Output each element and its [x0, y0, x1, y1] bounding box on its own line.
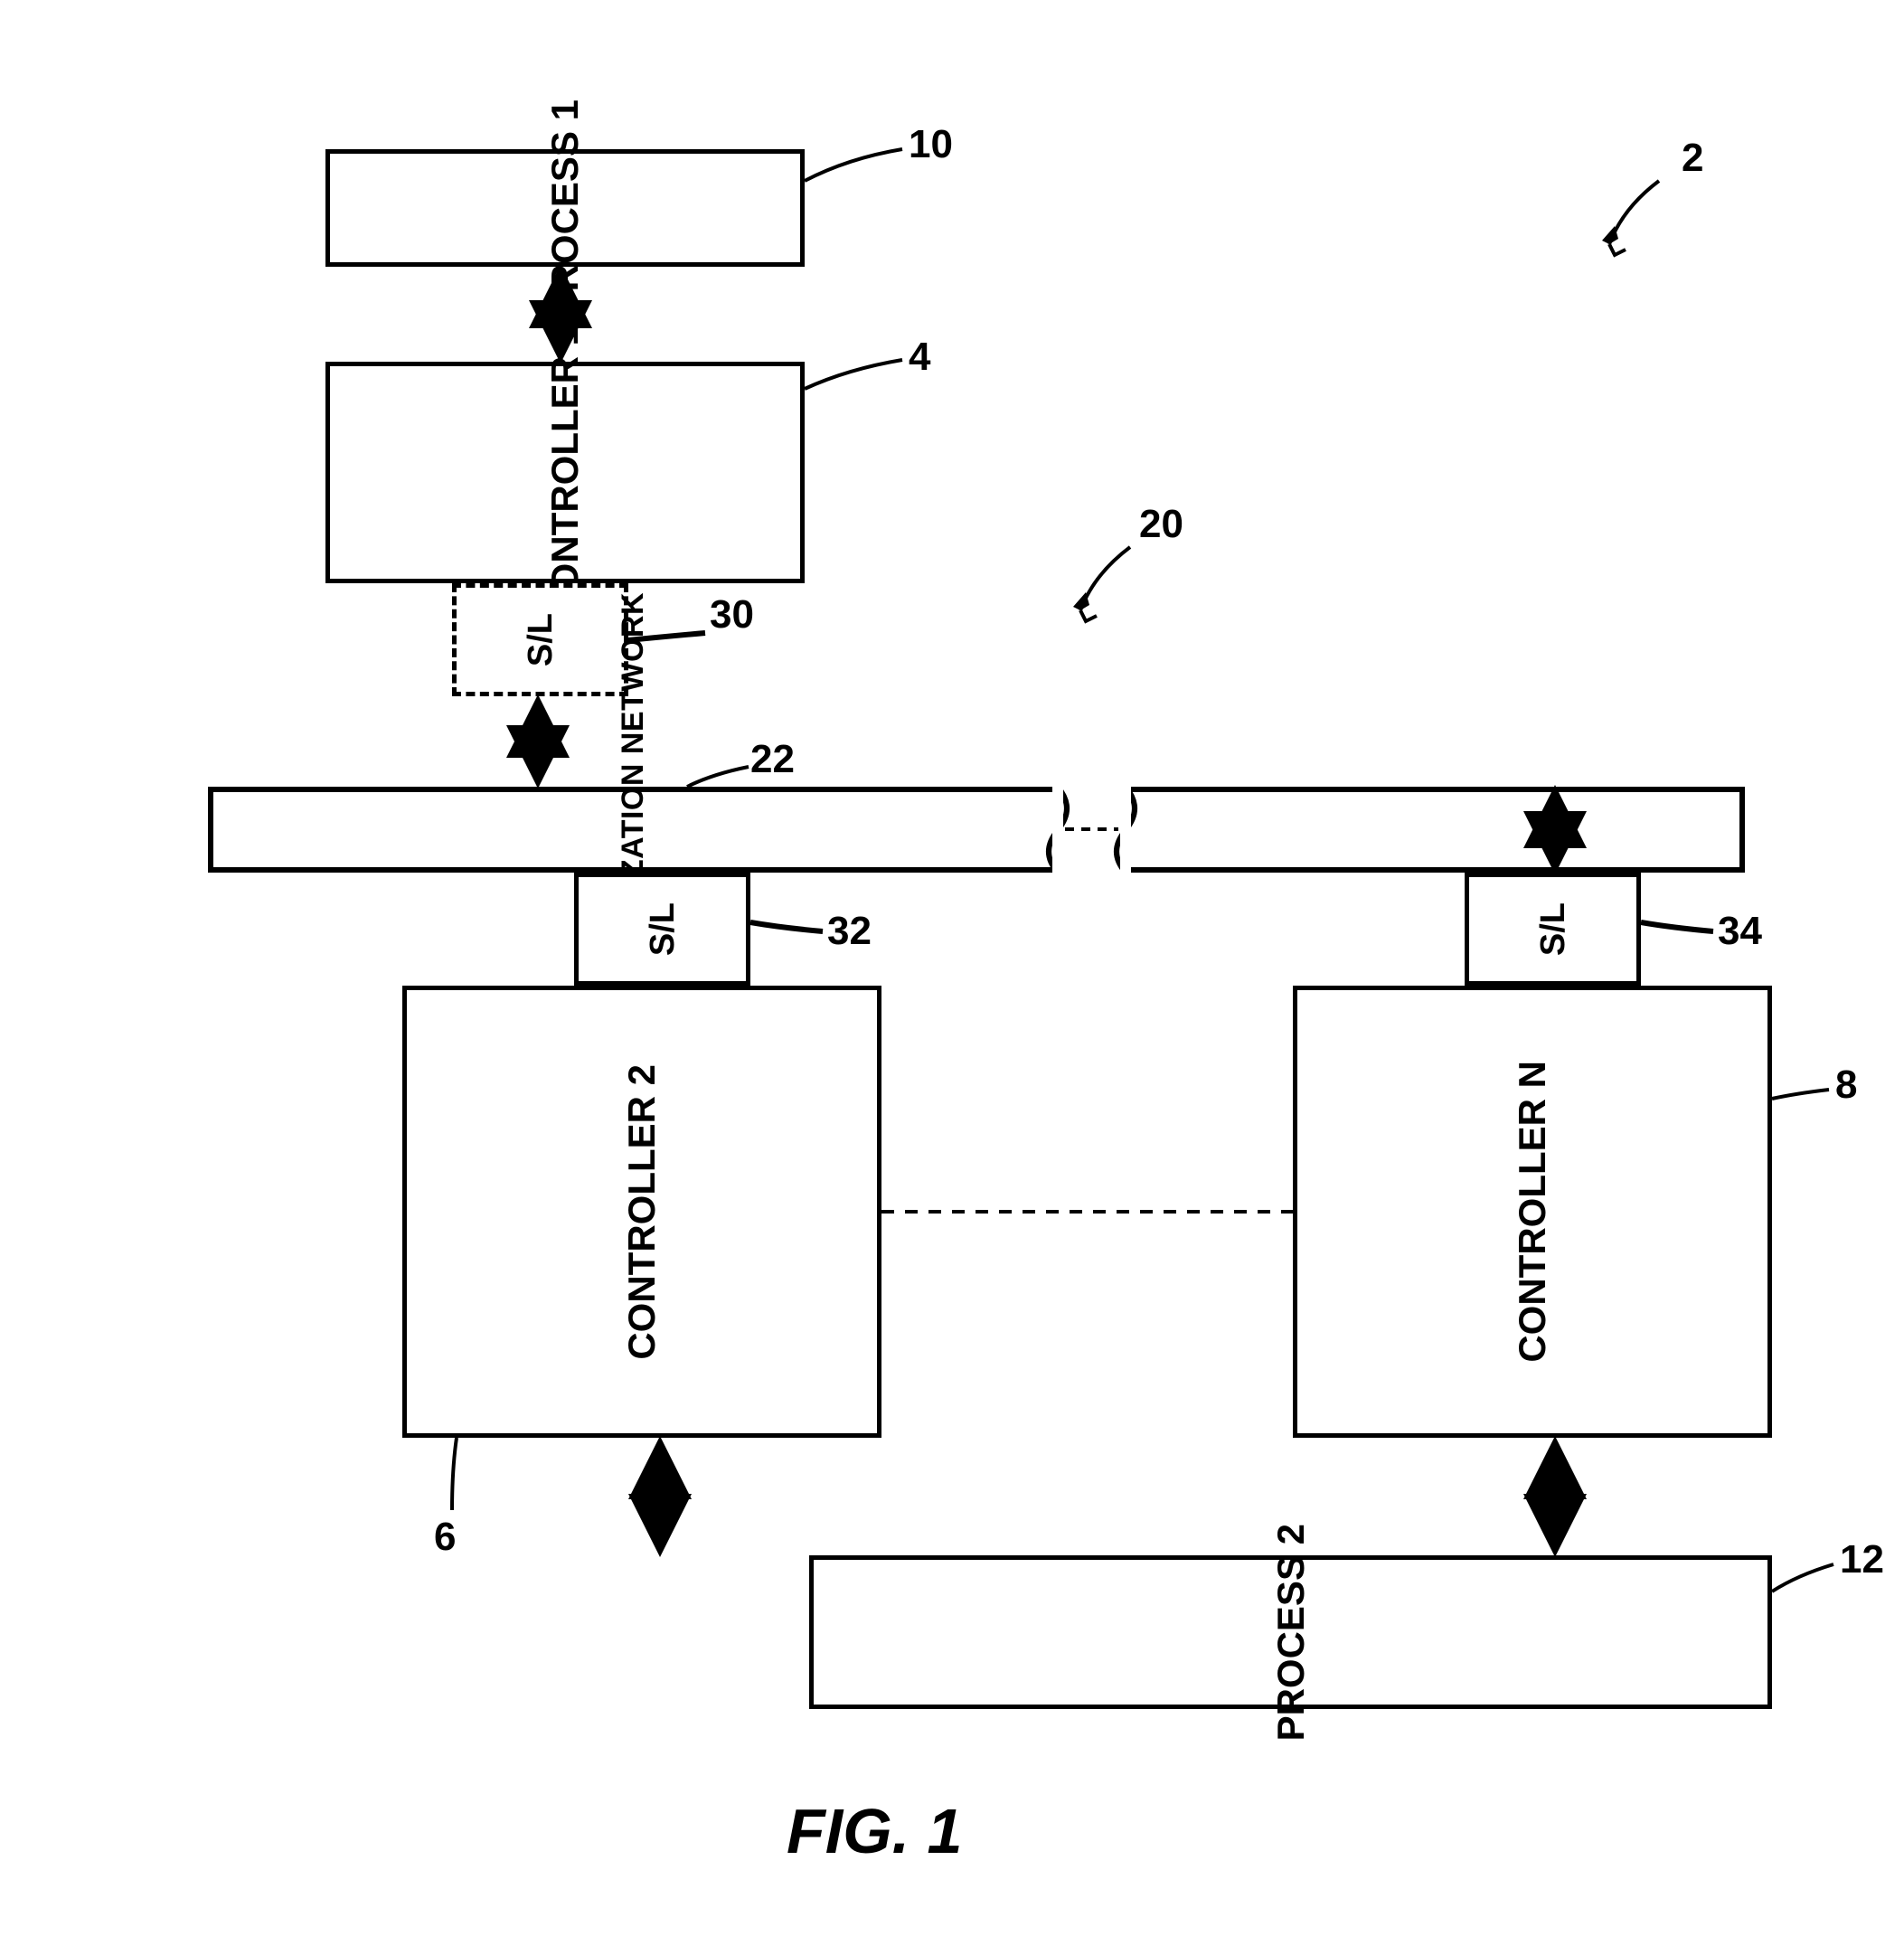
- callout-2: 2: [1682, 136, 1703, 181]
- callout-8: 8: [1835, 1062, 1857, 1108]
- controller1-box: CONTROLLER 1: [325, 362, 805, 583]
- callout-34: 34: [1718, 909, 1762, 954]
- process2-box: PROCESS 2: [809, 1555, 1772, 1709]
- sl30-label: S/L: [523, 613, 558, 666]
- controllerN-label: CONTROLLER N: [1513, 1061, 1551, 1363]
- controller1-label: CONTROLLER 1: [546, 325, 584, 620]
- controllerN-box: CONTROLLER N: [1293, 986, 1772, 1438]
- callout-32: 32: [827, 909, 872, 954]
- process2-label: PROCESS 2: [1272, 1524, 1310, 1741]
- callout-10: 10: [909, 122, 953, 167]
- sl34-label: S/L: [1536, 902, 1570, 956]
- callout-22: 22: [750, 737, 795, 782]
- callout-4: 4: [909, 335, 930, 380]
- sl32-box: S/L: [574, 873, 750, 986]
- callout-12: 12: [1840, 1537, 1884, 1582]
- syncnet-box-right: [1126, 787, 1745, 873]
- process1-box: PROCESS 1: [325, 149, 805, 267]
- sl32-label: S/L: [646, 902, 680, 956]
- syncnet-box-left: SYNCHRONIZATION NETWORK: [208, 787, 1058, 873]
- figure-title: FIG. 1: [787, 1795, 962, 1867]
- controller2-label: CONTROLLER 2: [623, 1064, 661, 1360]
- callout-6: 6: [434, 1515, 456, 1560]
- controller2-box: CONTROLLER 2: [402, 986, 881, 1438]
- process1-label: PROCESS 1: [546, 99, 584, 316]
- sl30-box: S/L: [452, 583, 628, 696]
- callout-20: 20: [1139, 502, 1183, 547]
- callout-30: 30: [710, 592, 754, 638]
- sl34-box: S/L: [1465, 873, 1641, 986]
